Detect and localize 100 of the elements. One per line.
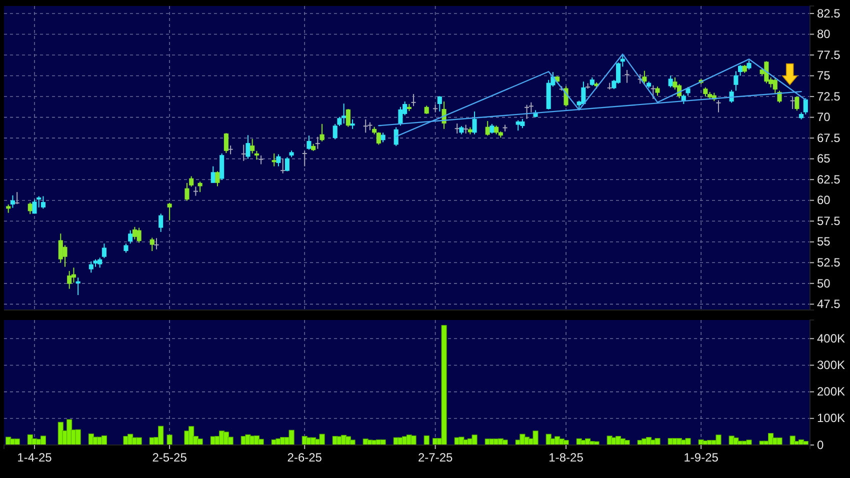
bar [136,437,142,446]
bar [502,440,508,446]
bar [75,429,81,446]
x-tick-label: 2-5-25 [152,450,188,465]
candlestick [342,103,346,124]
bar [472,434,478,446]
candlestick [102,243,106,259]
y-tick-label: 57.5 [817,214,841,228]
x-tick-label: 2-6-25 [287,450,322,465]
bar [319,434,325,446]
candlestick [655,86,660,96]
candlestick [158,213,164,232]
candlestick [136,227,142,244]
y-tick-label: 100K [817,411,846,426]
y-tick-label: 67.5 [817,130,841,145]
candlestick [794,96,800,112]
candlestick [803,98,808,115]
y-tick-label: 0 [817,438,824,452]
bar [350,440,356,446]
bar [790,436,796,446]
y-tick-label: 300K [817,358,846,372]
candlestick [150,237,154,252]
candlestick [210,166,216,184]
candlestick [184,182,190,202]
candlestick [398,106,403,126]
y-tick-label: 52.5 [817,255,841,270]
bar [380,439,386,446]
candlestick [315,136,320,150]
bar [532,430,538,446]
bar [288,430,294,446]
candlestick [624,69,630,84]
candlestick [250,138,255,154]
candlestick [703,86,708,98]
bar [594,441,600,446]
bar [258,438,264,446]
bar [441,325,447,446]
candlestick [516,120,520,132]
candlestick [581,81,586,105]
candlestick [302,150,307,167]
y-tick-label: 72.5 [817,89,841,104]
x-tick-label: 1-8-25 [548,450,584,465]
bar [14,438,20,446]
candlestick [437,96,442,112]
candlestick [350,118,355,130]
bar [563,440,569,446]
x-tick-label: 2-7-25 [418,450,453,465]
candlestick [14,192,20,205]
bar [624,440,630,446]
bar [410,435,416,446]
candlestick [167,202,172,221]
y-tick-label: 60 [817,193,831,208]
y-tick-label: 50 [817,276,831,290]
candlestick [764,60,769,84]
bar [101,435,107,446]
candlestick [394,126,398,146]
candlestick [642,70,647,84]
candlestick [198,181,202,193]
candlestick [472,110,477,135]
x-tick-label: 1-4-25 [17,450,52,465]
y-tick-label: 400K [817,331,846,346]
candlestick [215,170,220,187]
candlestick [346,108,350,128]
candlestick [76,277,80,296]
bar [424,435,430,446]
x-tick-label: 1-9-25 [684,450,719,465]
candlestick [193,186,198,196]
y-tick-label: 77.5 [817,48,841,62]
bar [197,438,203,446]
y-tick-label: 80 [817,27,831,42]
candlestick [490,123,494,134]
candlestick [284,156,290,172]
bar [166,434,172,446]
candlestick [681,94,686,105]
y-tick-label: 47.5 [817,297,841,312]
candlestick [224,132,228,154]
y-tick-label: 82.5 [817,6,841,20]
candlestick [306,135,312,150]
candlestick [524,104,530,120]
candlestick [668,75,673,88]
bar [654,438,660,446]
candlestick [411,94,416,107]
y-tick-label: 75 [817,68,831,83]
candlestick [564,86,568,108]
candlestick [10,194,15,208]
candlestick [228,145,233,155]
candlestick [746,60,752,70]
candlestick [380,132,386,143]
candlestick [520,118,525,129]
y-tick-label: 70 [817,110,831,124]
bar [776,438,782,446]
candlestick [67,270,72,290]
candlestick [128,230,133,244]
candlestick [716,100,721,113]
candlestick [40,196,46,210]
bar [746,440,752,446]
bar [716,434,722,446]
candlestick [88,260,94,274]
bar [40,436,46,446]
y-tick-label: 200K [817,384,846,399]
candlestick [246,134,250,160]
